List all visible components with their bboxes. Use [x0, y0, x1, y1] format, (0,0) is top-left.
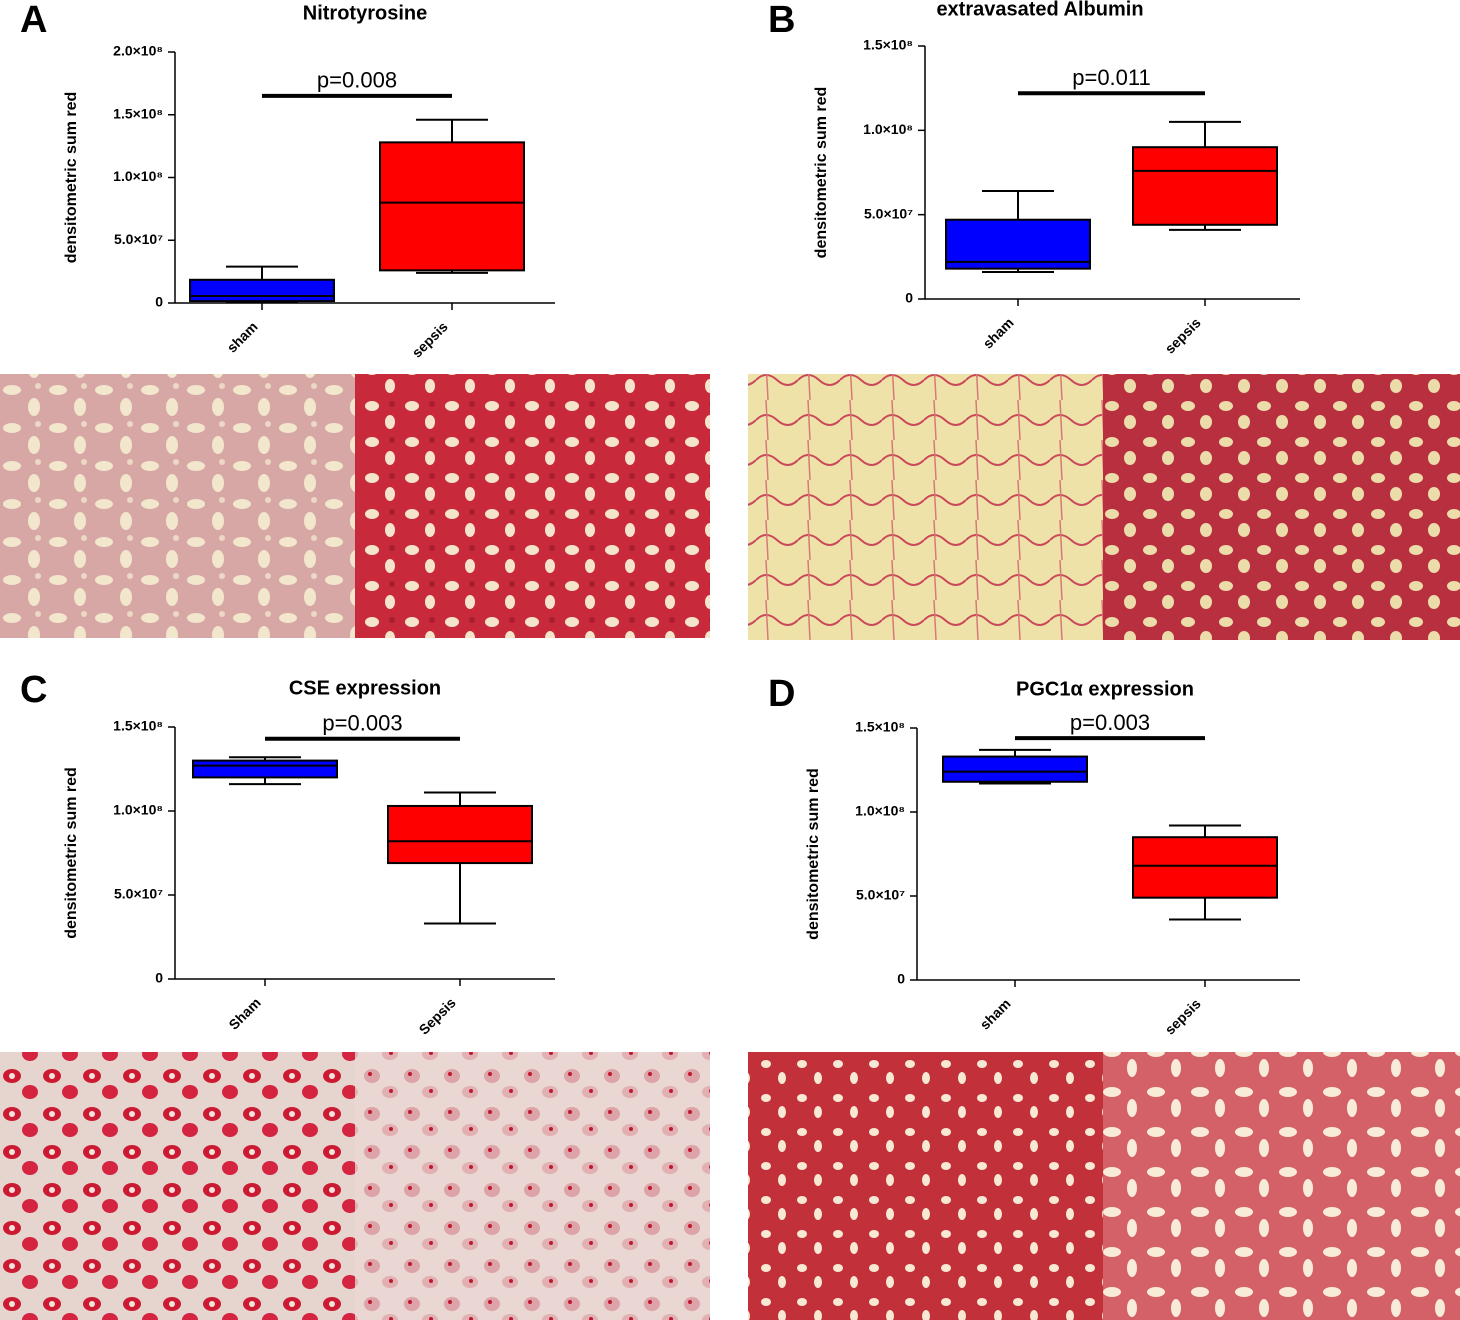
y-axis-label: densitometric sum red: [813, 87, 830, 259]
y-axis-label: densitometric sum red: [63, 767, 80, 939]
x-tick-label: Sham: [225, 994, 263, 1032]
box: [945, 218, 1091, 270]
y-tick-label: 1.0×10⁸: [863, 121, 913, 137]
y-axis-label: densitometric sum red: [63, 92, 80, 264]
x-tick-label: sepsis: [409, 318, 451, 360]
p-value: p=0.003: [322, 711, 402, 736]
x-tick-label: sham: [224, 318, 261, 355]
micrograph: [748, 374, 1103, 640]
micrographs: [0, 374, 1460, 1320]
y-tick-label: 1.5×10⁸: [113, 105, 163, 121]
micrograph: [355, 1052, 710, 1320]
micrograph: [1103, 1052, 1460, 1320]
micrograph: [0, 374, 355, 638]
x-tick-label: sham: [977, 995, 1014, 1032]
box: [387, 804, 533, 865]
panel-letter: C: [20, 669, 47, 711]
y-tick-label: 1.0×10⁸: [113, 168, 163, 184]
box: [192, 759, 338, 779]
p-value: p=0.003: [1070, 710, 1150, 735]
p-value: p=0.011: [1072, 65, 1151, 90]
y-tick-label: 1.5×10⁸: [113, 718, 163, 734]
chart-title: PGC1α expression: [1016, 678, 1194, 700]
chart-title: CSE expression: [289, 677, 441, 699]
y-tick-label: 2.0×10⁸: [113, 43, 163, 59]
y-tick-label: 0: [905, 290, 913, 306]
y-axis-label: densitometric sum red: [805, 768, 822, 940]
y-tick-label: 5.0×10⁷: [114, 231, 163, 247]
y-tick-label: 5.0×10⁷: [856, 887, 905, 903]
y-tick-label: 1.5×10⁸: [863, 37, 913, 53]
box: [379, 141, 525, 272]
x-tick-label: sepsis: [1162, 995, 1204, 1037]
x-tick-label: sepsis: [1162, 314, 1204, 356]
p-value: p=0.008: [317, 68, 397, 93]
box: [189, 278, 335, 303]
micrograph: [1103, 374, 1460, 640]
micrograph: [748, 1052, 1103, 1320]
y-tick-label: 0: [897, 971, 905, 987]
chart-title: extravasated Albumin: [936, 0, 1143, 20]
y-tick-label: 0: [155, 970, 163, 986]
panel-letter: B: [768, 0, 795, 41]
y-tick-label: 1.5×10⁸: [855, 719, 905, 735]
y-tick-label: 5.0×10⁷: [864, 205, 913, 221]
micrograph: [355, 374, 710, 638]
panel-letter: D: [768, 673, 795, 715]
box: [1132, 146, 1278, 226]
y-tick-label: 0: [155, 294, 163, 310]
x-tick-label: sham: [980, 314, 1017, 351]
y-tick-label: 1.0×10⁸: [113, 802, 163, 818]
chart-title: Nitrotyrosine: [303, 2, 427, 24]
x-tick-label: Sepsis: [416, 994, 459, 1037]
y-tick-label: 1.0×10⁸: [855, 803, 905, 819]
box: [942, 755, 1088, 783]
y-tick-label: 5.0×10⁷: [114, 886, 163, 902]
panel-letter: A: [20, 0, 47, 41]
box: [1132, 836, 1278, 899]
micrograph: [0, 1052, 355, 1320]
